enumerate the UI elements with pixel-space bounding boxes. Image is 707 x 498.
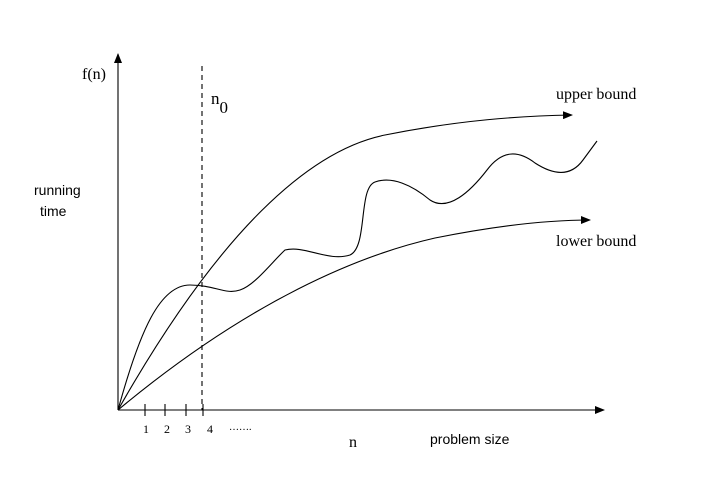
y-axis-description-line1: running [34,182,81,198]
lower-bound-label: lower bound [556,233,636,250]
upper-bound-label: upper bound [556,86,636,103]
n0-label: n0 [211,89,228,117]
n0-label-base: n [211,89,220,108]
tick-label-2: 2 [164,422,170,436]
tick-label-1: 1 [143,422,149,436]
x-axis-description: problem size [430,431,510,447]
upper-bound-curve [117,111,573,411]
y-axis-label: f(n) [82,66,106,83]
tick-label-3: 3 [185,422,191,436]
running-time-curve [117,140,598,411]
tick-ellipsis: ……. [229,422,252,433]
n0-label-subscript: 0 [220,98,229,117]
x-axis-label: n [349,434,357,451]
tick-label-4: 4 [207,422,213,436]
y-axis-description-line2: time [40,203,67,219]
lower-bound-curve [117,216,591,411]
